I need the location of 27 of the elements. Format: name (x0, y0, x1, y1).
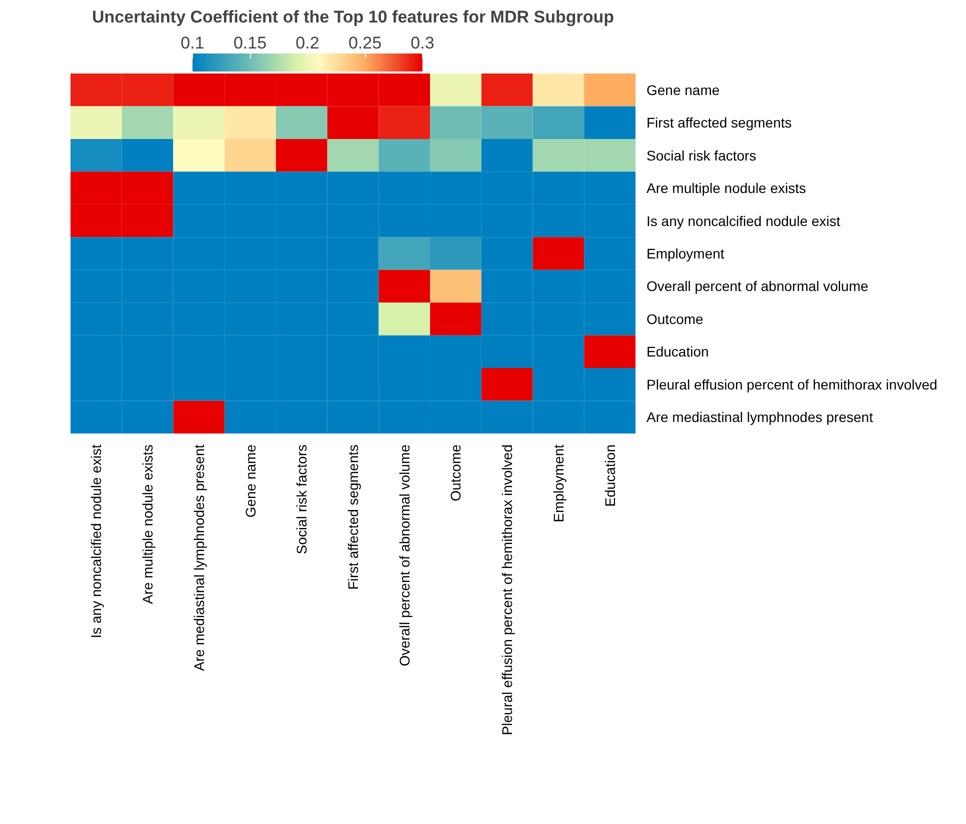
y-tick-label: Overall percent of abnormal volume (646, 278, 868, 294)
x-tick-label: Gene name (242, 444, 258, 518)
y-tick-label: Are mediastinal lymphnodes present (646, 409, 874, 426)
x-tick-label: First affected segments (345, 444, 361, 590)
y-tick-label: Outcome (646, 310, 704, 327)
y-tick-label: Gene name (646, 82, 720, 98)
x-tick-label: Are multiple nodule exists (140, 444, 156, 604)
color-bar-label: 0.25 (348, 34, 382, 52)
color-bar-label: 0.1 (180, 34, 204, 52)
x-tick-label: Outcome (448, 444, 464, 502)
x-tick-label: Employment (550, 444, 566, 522)
y-tick-label: Social risk factors (646, 147, 756, 164)
x-tick-label: Are mediastinal lymphnodes present (190, 444, 207, 671)
y-tick-label: Employment (646, 246, 724, 262)
x-tick-label: Is any noncalcified nodule exist (88, 444, 104, 638)
color-bar-label: 0.3 (410, 34, 434, 52)
x-tick-label: Overall percent of abnormal volume (396, 444, 412, 666)
x-tick-label: Social risk factors (294, 444, 310, 554)
y-tick-label: Education (646, 344, 709, 360)
y-tick-label: Are multiple nodule exists (646, 180, 806, 196)
color-bar-label: 0.15 (233, 34, 267, 52)
y-tick-label: First affected segments (646, 114, 792, 131)
y-tick-label: Pleural effusion percent of hemithorax involved (646, 376, 938, 392)
chart-title: Uncertainty Coefficient of the Top 10 features for MDR Subgroup (92, 8, 614, 26)
y-tick-label: Is any noncalcified nodule exist (646, 212, 840, 229)
x-tick-label: Education (602, 444, 618, 507)
color-bar-label: 0.2 (296, 34, 320, 52)
